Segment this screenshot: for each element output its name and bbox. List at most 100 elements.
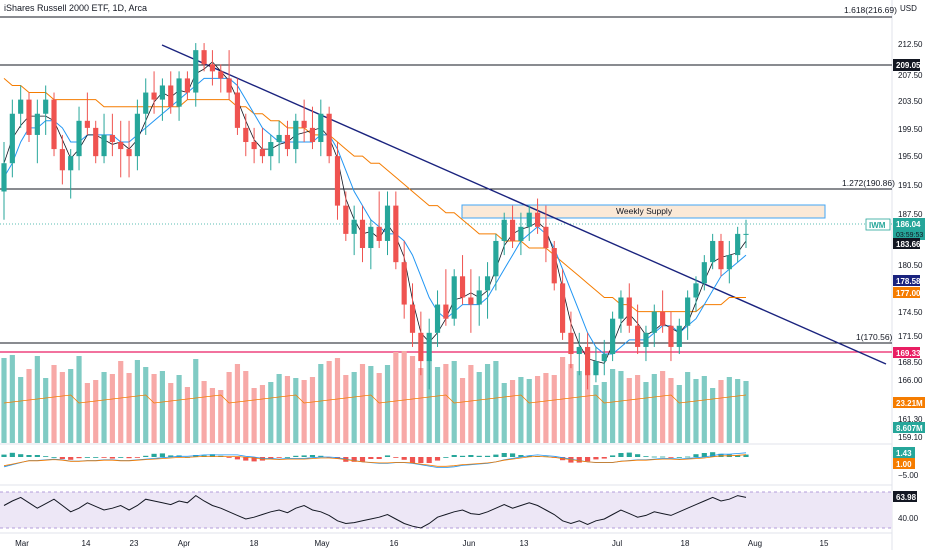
candle-body [585, 346, 591, 376]
candle-body [568, 332, 574, 355]
candle-body [159, 85, 165, 100]
macd-bar [276, 457, 282, 458]
date-tick: 14 [82, 539, 91, 548]
volume-bar [409, 356, 416, 443]
currency-label: USD [900, 4, 917, 13]
macd-bar [676, 457, 682, 458]
candle [601, 339, 607, 376]
macd-bar [309, 455, 316, 457]
candle-body [176, 78, 182, 107]
candle [201, 43, 207, 72]
candle-body [309, 127, 316, 143]
candle-body [26, 99, 32, 135]
macd-bar [518, 455, 524, 457]
candle [685, 290, 691, 340]
countdown-text: 03:59:53 [896, 232, 923, 239]
candle-body [268, 142, 274, 157]
volume-bar [93, 380, 99, 443]
trend-line[interactable] [161, 44, 887, 365]
macd-bar [251, 457, 257, 462]
candle-body [251, 142, 257, 150]
candle [368, 219, 374, 270]
candle [526, 205, 532, 241]
macd-bar [134, 457, 140, 458]
ma-slow-tag-text: 177.00 [896, 289, 921, 298]
candle-body [384, 205, 391, 241]
candle [334, 142, 341, 220]
macd-bar [376, 457, 382, 459]
volume-bar [9, 355, 15, 443]
candle-body [351, 219, 357, 234]
volume-bar [184, 387, 191, 443]
volume-bar [459, 378, 466, 443]
candle [68, 149, 74, 199]
volume-bar [534, 376, 541, 443]
candle-body [84, 120, 90, 128]
volume-bar [701, 376, 707, 443]
vol-ma-tag-text: 23.21M [896, 399, 923, 408]
volume-bar [118, 361, 124, 443]
macd-bar [401, 457, 407, 460]
candle-body [593, 361, 599, 376]
candle-body [643, 332, 649, 347]
candle-body [234, 92, 241, 128]
vol-tag-text: 8.607M [896, 424, 923, 433]
macd-bar [209, 454, 216, 457]
volume-bar [101, 372, 107, 443]
candle-body [576, 346, 582, 355]
candle [551, 240, 557, 291]
candle [118, 120, 124, 178]
candle [301, 99, 307, 143]
macd-bar [93, 457, 99, 458]
volume-bar [384, 365, 391, 443]
candle-body [434, 304, 441, 333]
candle-body [501, 219, 507, 241]
candle-body [451, 276, 457, 319]
price-tick: 191.50 [898, 181, 923, 190]
vol-tag [893, 422, 925, 433]
candle [251, 127, 257, 164]
candle [176, 71, 182, 121]
volume-bar [643, 382, 649, 443]
candle-body [626, 297, 632, 326]
volume-bar [234, 364, 241, 443]
volume-bar [635, 375, 641, 443]
candle [534, 198, 541, 234]
candle-body [459, 276, 466, 298]
candle [735, 226, 741, 263]
volume-bar [134, 360, 140, 443]
volume-bar [718, 380, 724, 443]
candle [559, 269, 566, 340]
candle [651, 304, 657, 347]
candle-body [743, 233, 749, 235]
volume-bar [743, 381, 749, 443]
rsi-tag [893, 491, 917, 502]
volume-bar [509, 380, 516, 443]
price-tick: 171.50 [898, 332, 923, 341]
macd-bar [68, 457, 74, 460]
candle-body [209, 64, 216, 72]
ma-fast-tag [893, 238, 920, 249]
macd-bar [359, 457, 366, 462]
price-tick: 168.50 [898, 358, 923, 367]
weekly-supply-zone[interactable] [461, 204, 826, 219]
candle [468, 269, 474, 333]
candle [126, 120, 132, 178]
price-tick: 161.30 [898, 415, 923, 424]
candle-body [601, 354, 607, 362]
candle-body [409, 304, 416, 333]
volume-bar [309, 377, 316, 443]
macd-bar [593, 457, 599, 460]
date-tick: 23 [130, 539, 139, 548]
weekly-supply-label: Weekly Supply [616, 206, 673, 216]
macd-bar [43, 456, 49, 457]
volume-bar [660, 371, 666, 443]
volume-bar [318, 364, 324, 443]
candle [501, 212, 507, 256]
volume-bar [193, 359, 199, 443]
volume-bar [209, 388, 216, 443]
candle [676, 318, 682, 355]
volume-bar [710, 388, 716, 443]
